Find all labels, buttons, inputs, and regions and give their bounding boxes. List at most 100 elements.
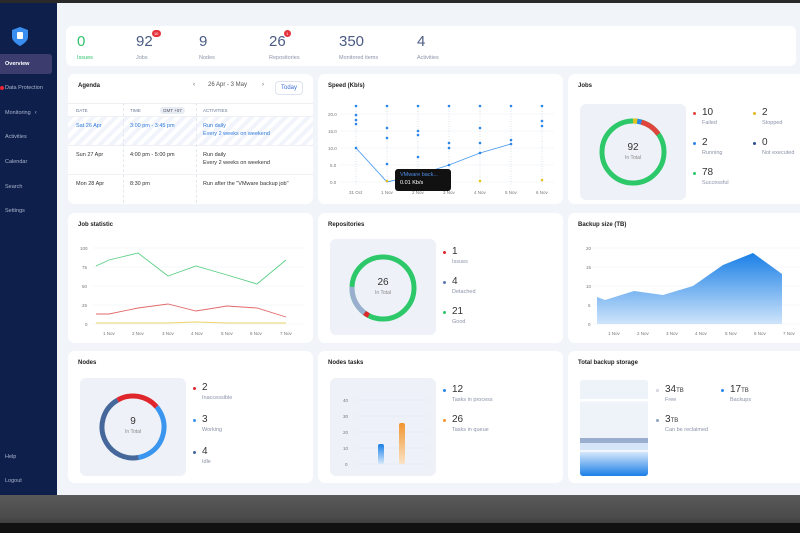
legend-label: Idle <box>202 459 211 465</box>
svg-text:10: 10 <box>343 446 349 451</box>
legend-value: 0 <box>762 137 768 148</box>
legend-backups[interactable]: 17TB Backups <box>721 384 751 403</box>
legend-dot-icon <box>656 389 659 392</box>
legend-dot-icon <box>721 389 724 392</box>
agenda-row[interactable]: Mon 28 Apr 8:30 pm Run after the "VMware… <box>68 175 313 204</box>
agenda-activity-detail: Every 2 weeks on weekend <box>203 160 270 166</box>
sidebar-item-overview[interactable]: Overview <box>0 54 52 74</box>
legend-good[interactable]: 21 Good <box>443 306 465 325</box>
agenda-date: Mon 28 Apr <box>76 181 105 187</box>
timezone-badge: GMT +07 <box>160 107 185 114</box>
legend-stopped[interactable]: 2 Stopped <box>753 107 783 126</box>
sidebar-item-label: Data Protection <box>5 85 43 91</box>
agenda-activity: Run daily <box>203 152 226 158</box>
jobs-donut-panel: 92 In Total <box>580 104 686 200</box>
legend-unit: TB <box>676 388 684 394</box>
sidebar-item-logout[interactable]: Logout <box>0 471 52 491</box>
legend-successful[interactable]: 78 Successful <box>693 167 729 186</box>
legend-free[interactable]: 34TB Free <box>656 384 684 403</box>
legend-detached[interactable]: 4 Detached <box>443 276 476 295</box>
chevron-left-icon: ‹ <box>34 110 37 116</box>
job-statistic-line-chart[interactable]: 100 75 50 25 0 1 Nov 2 Nov 3 Nov 4 Nov 5 Nov 6 No… <box>68 213 313 343</box>
agenda-row[interactable]: Sun 27 Apr 4:00 pm - 5:00 pm Run daily E… <box>68 146 313 175</box>
stat-jobs[interactable]: 92 10 Jobs <box>136 30 161 61</box>
chart-tooltip: VMware back... 0.01 Kb/s <box>395 169 451 191</box>
legend-value: 34 <box>665 384 677 395</box>
jobs-donut-chart[interactable] <box>580 104 686 200</box>
legend-dot-icon <box>693 172 696 175</box>
legend-value: 2 <box>762 107 768 118</box>
sidebar-item-calendar[interactable]: Calendar <box>0 152 52 172</box>
nodes-donut-panel: 9 In Total <box>80 378 186 476</box>
column-header-activities: ACTIVITIES <box>203 108 228 113</box>
nodes-donut-chart[interactable] <box>80 378 186 476</box>
card-title: Nodes <box>78 360 97 366</box>
donut-total-label: In Total <box>124 429 142 435</box>
sidebar-item-settings[interactable]: Settings <box>0 201 52 221</box>
column-header-time: TIME <box>130 108 141 113</box>
column-divider <box>196 103 197 203</box>
legend-value: 10 <box>702 107 714 118</box>
tooltip-series-name: VMware back... <box>400 172 438 178</box>
donut-total: 26 <box>377 277 389 288</box>
legend-tasks-in-process[interactable]: 12 Tasks in process <box>443 384 493 403</box>
svg-text:100: 100 <box>80 246 88 251</box>
stat-activities[interactable]: 4 Activities <box>417 33 439 61</box>
legend-not-executed[interactable]: 0 Not executed <box>753 137 794 156</box>
nodes-tasks-bar-chart[interactable]: 40 30 20 10 0 <box>330 378 436 476</box>
svg-text:1 Nov: 1 Nov <box>381 190 394 195</box>
dashboard-screen: Overview Data Protection Monitoring ‹ Act… <box>0 0 800 495</box>
legend-working[interactable]: 3 Working <box>193 414 222 433</box>
legend-issues[interactable]: 1 Issues <box>443 246 468 265</box>
sidebar-item-monitoring[interactable]: Monitoring ‹ <box>0 103 52 123</box>
svg-text:30: 30 <box>343 414 349 419</box>
stat-label: Repositories <box>269 55 300 61</box>
legend-label: Backups <box>730 397 752 403</box>
stat-repositories[interactable]: 26 1 Repositories <box>269 30 300 61</box>
svg-text:0: 0 <box>345 462 348 467</box>
svg-text:10.0: 10.0 <box>328 146 337 151</box>
agenda-date: Sun 27 Apr <box>76 152 104 158</box>
sidebar-item-data-protection[interactable]: Data Protection <box>0 78 52 98</box>
agenda-time: 3:00 pm - 3:45 pm <box>130 123 175 129</box>
svg-text:5: 5 <box>588 303 591 308</box>
storage-stacked-bar[interactable] <box>580 380 648 476</box>
legend-tasks-in-queue[interactable]: 26 Tasks in queue <box>443 414 489 433</box>
legend-dot-icon <box>193 451 196 454</box>
legend-unit: TB <box>741 388 749 394</box>
legend-dot-icon <box>693 112 696 115</box>
repositories-donut-chart[interactable] <box>330 239 436 335</box>
sidebar-item-label: Calendar <box>5 159 28 165</box>
svg-text:0.0: 0.0 <box>330 180 337 185</box>
svg-text:4 Nov: 4 Nov <box>191 331 204 336</box>
agenda-table-header: DATE TIME GMT +07 ACTIVITIES <box>68 103 313 117</box>
chevron-left-icon[interactable]: ‹ <box>193 82 195 88</box>
summary-stats-bar: 0 Issues 92 10 Jobs 9 Nodes 26 1 Repositor… <box>66 26 796 66</box>
legend-inaccessible[interactable]: 2 Inaccessible <box>193 382 232 401</box>
speed-scatter-chart[interactable]: 20.0 15.0 10.0 5.0 0.0 31 Oct 1 Nov 2 Nov 3 N… <box>318 74 563 204</box>
backup-size-area-chart[interactable]: 20 15 10 5 0 1 Nov 2 Nov 3 Nov 4 Nov 5 Nov 6 Nov 7… <box>568 213 800 343</box>
sidebar-item-activities[interactable]: Activities <box>0 127 52 147</box>
legend-label: Successful <box>702 180 729 186</box>
monitor-bezel <box>0 495 800 533</box>
today-button[interactable]: Today <box>275 81 303 95</box>
legend-value: 4 <box>452 276 458 287</box>
svg-text:15.0: 15.0 <box>328 129 337 134</box>
agenda-row[interactable]: Sat 26 Apr 3:00 pm - 3:45 pm Run daily E… <box>68 117 313 146</box>
chevron-right-icon[interactable]: › <box>262 82 264 88</box>
stat-issues[interactable]: 0 Issues <box>77 33 93 61</box>
legend-value: 17 <box>730 384 742 395</box>
stat-monitored-items[interactable]: 350 Monitored items <box>339 33 378 61</box>
legend-failed[interactable]: 10 Failed <box>693 107 717 126</box>
sidebar-item-search[interactable]: Search <box>0 177 52 197</box>
stat-nodes[interactable]: 9 Nodes <box>199 33 215 61</box>
legend-label: Inaccessible <box>202 395 233 401</box>
legend-running[interactable]: 2 Running <box>693 137 723 156</box>
legend-can-be-reclaimed[interactable]: 3TB Can be reclaimed <box>656 414 708 433</box>
svg-text:0: 0 <box>588 322 591 327</box>
sidebar-item-help[interactable]: Help <box>0 447 52 467</box>
legend-label: Can be reclaimed <box>665 427 709 433</box>
sidebar-item-label: Logout <box>5 478 22 484</box>
nodes-tasks-bar-panel: 40 30 20 10 0 <box>330 378 436 476</box>
legend-idle[interactable]: 4 Idle <box>193 446 211 465</box>
